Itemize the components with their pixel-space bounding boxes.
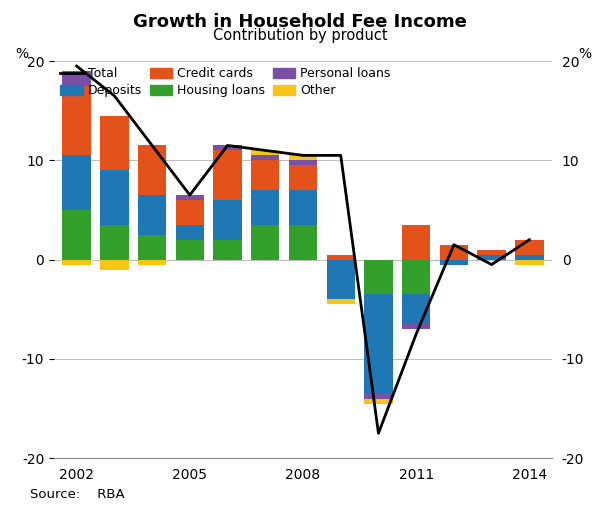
Bar	[214, 240, 242, 260]
Bar	[402, 324, 430, 329]
Bar	[100, 116, 128, 170]
Bar	[176, 200, 204, 225]
Bar	[515, 254, 544, 260]
Bar	[364, 260, 392, 294]
Text: Source:    RBA: Source: RBA	[30, 488, 125, 501]
Bar	[214, 146, 242, 151]
Bar	[326, 254, 355, 260]
Bar	[138, 146, 166, 195]
Bar	[62, 210, 91, 260]
Bar	[364, 294, 392, 393]
Bar	[251, 150, 280, 155]
Bar	[289, 225, 317, 260]
Text: Growth in Household Fee Income: Growth in Household Fee Income	[133, 13, 467, 31]
Text: %: %	[15, 47, 28, 61]
Bar	[364, 393, 392, 399]
Bar	[214, 151, 242, 200]
Bar	[478, 254, 506, 260]
Bar	[326, 299, 355, 304]
Bar	[138, 235, 166, 260]
Bar	[402, 225, 430, 260]
Bar	[62, 71, 91, 86]
Bar	[176, 240, 204, 260]
Bar	[364, 399, 392, 404]
Bar	[100, 225, 128, 260]
Bar	[289, 155, 317, 160]
Bar	[176, 225, 204, 240]
Bar	[289, 165, 317, 190]
Bar	[100, 260, 128, 270]
Bar	[326, 260, 355, 299]
Text: %: %	[578, 47, 591, 61]
Bar	[62, 86, 91, 155]
Bar	[402, 260, 430, 294]
Bar	[62, 260, 91, 265]
Bar	[176, 195, 204, 200]
Text: Contribution by product: Contribution by product	[212, 28, 388, 43]
Bar	[515, 260, 544, 265]
Bar	[478, 249, 506, 254]
Bar	[251, 155, 280, 160]
Bar	[402, 294, 430, 324]
Bar	[62, 155, 91, 210]
Bar	[289, 190, 317, 225]
Bar	[138, 195, 166, 235]
Bar	[440, 260, 468, 265]
Bar	[289, 160, 317, 165]
Bar	[440, 245, 468, 260]
Bar	[251, 225, 280, 260]
Bar	[214, 200, 242, 240]
Legend: Total, Deposits, Credit cards, Housing loans, Personal loans, Other: Total, Deposits, Credit cards, Housing l…	[60, 67, 391, 97]
Bar	[251, 190, 280, 225]
Bar	[515, 240, 544, 254]
Bar	[251, 160, 280, 190]
Bar	[100, 170, 128, 225]
Bar	[138, 260, 166, 265]
